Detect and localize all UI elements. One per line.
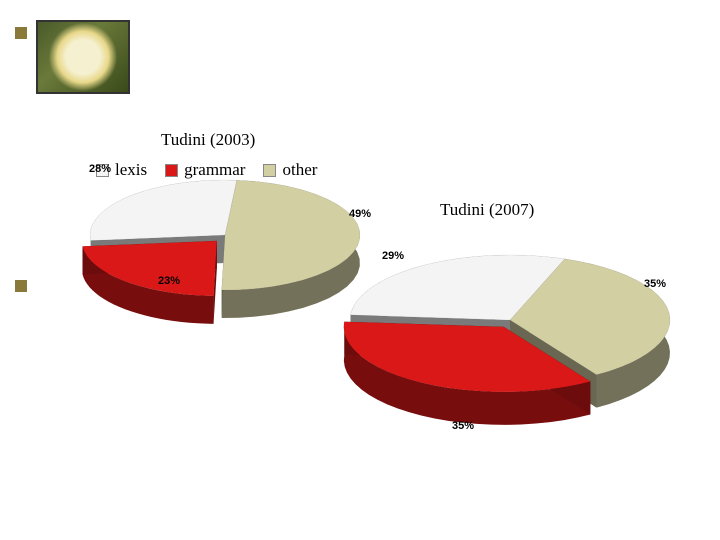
- bullet-icon: [15, 27, 27, 39]
- chart1-title: Tudini (2003): [161, 130, 255, 150]
- bullet-icon: [15, 280, 27, 292]
- chart2-label-lexis: 29%: [382, 250, 404, 262]
- chart1-label-grammar: 23%: [158, 275, 180, 287]
- chart2-label-other: 35%: [644, 278, 666, 290]
- chart1-label-lexis: 28%: [89, 163, 111, 175]
- flower-photo: [36, 20, 130, 94]
- chart2-title: Tudini (2007): [440, 200, 534, 220]
- chart2-label-grammar: 35%: [452, 420, 474, 432]
- chart1-label-other: 49%: [349, 208, 371, 220]
